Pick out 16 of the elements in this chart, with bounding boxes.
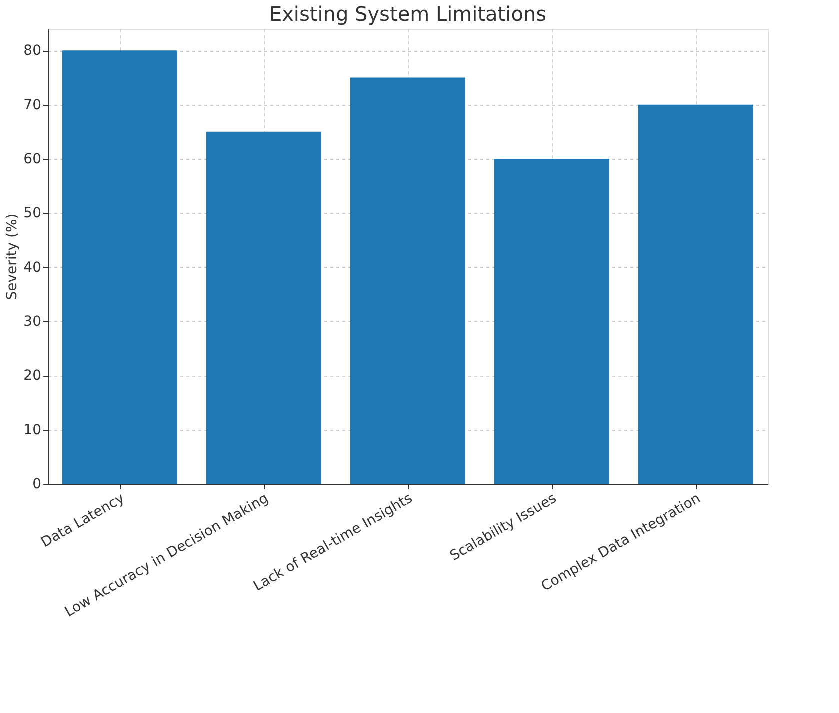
y-axis-title: Severity (%) [4,214,21,300]
chart-title: Existing System Limitations [269,2,547,26]
y-tick-label: 50 [24,206,42,222]
y-tick-label: 60 [24,152,42,168]
y-tick-label: 70 [24,97,42,114]
y-tick-label: 40 [24,260,42,276]
bar [494,159,610,484]
bar [350,78,466,484]
y-tick-label: 30 [24,314,42,330]
y-tick-label: 20 [24,368,42,384]
bar [206,132,322,484]
bar [62,50,178,484]
y-tick-label: 10 [24,422,42,438]
y-tick-label: 80 [24,43,42,60]
y-tick-label: 0 [32,476,42,492]
bar [638,104,754,484]
